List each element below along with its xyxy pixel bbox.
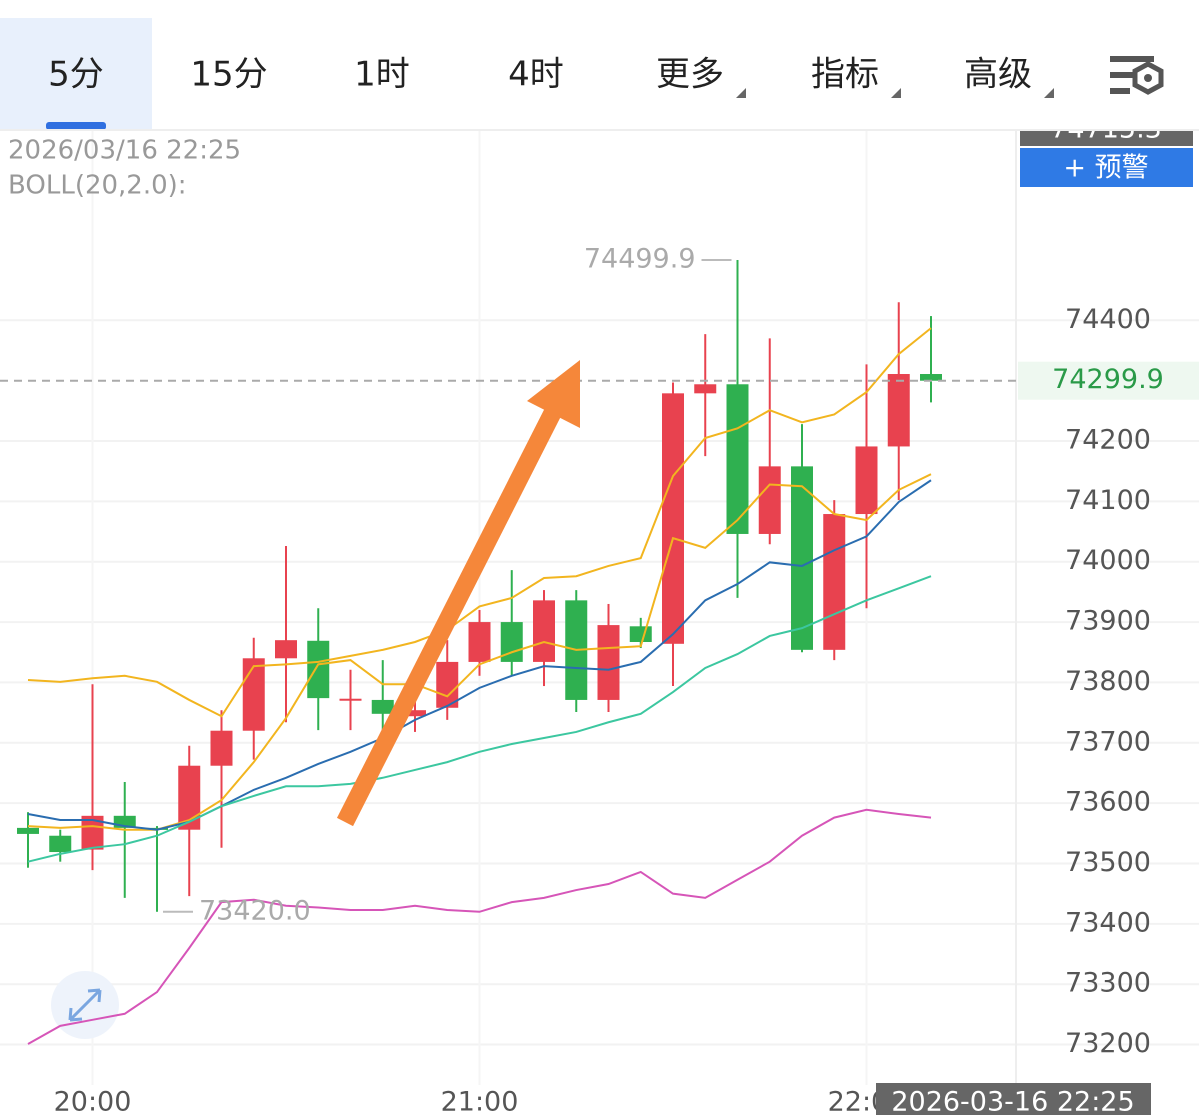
active-tab-indicator: [46, 122, 106, 130]
icon-bar: [1110, 56, 1154, 62]
candle-body: [791, 466, 813, 650]
header: 5分 15分 1时 4时 更多 指标 高级: [0, 0, 1199, 131]
candle-body: [436, 661, 459, 708]
y-tick-label: 73700: [1065, 726, 1151, 757]
candle-body: [242, 658, 265, 731]
indicator-line: [27, 327, 932, 718]
crosshair-time-box: [876, 1083, 1151, 1115]
candle-body: [920, 374, 942, 381]
active-tab-bg: [0, 18, 152, 130]
y-tick-label: 74400: [1065, 304, 1151, 335]
alert-button-label: + 预警: [1063, 153, 1148, 184]
candle-body: [533, 600, 555, 662]
annotation-arrow: [336, 360, 580, 827]
y-tick-label: 74200: [1065, 425, 1151, 456]
expand-icon: [68, 988, 102, 1022]
candle-body: [17, 827, 39, 834]
y-tick-label: 73500: [1065, 847, 1151, 878]
tab-label[interactable]: 高级: [964, 55, 1032, 95]
candle-body: [887, 374, 910, 447]
current-price-box: [1018, 361, 1199, 400]
low-label: 73420.0: [199, 895, 311, 926]
candle-body: [404, 710, 426, 717]
y-tick-label: 74100: [1065, 485, 1151, 516]
dropdown-caret: [1044, 88, 1054, 98]
tab-label[interactable]: 指标: [811, 55, 879, 95]
tab-label[interactable]: 4时: [508, 55, 564, 95]
tab-label[interactable]: 更多: [656, 55, 724, 95]
candle-body: [210, 730, 233, 766]
indicator-line: [27, 479, 932, 831]
alert-button[interactable]: [1020, 148, 1193, 187]
y-tick-label: 73200: [1065, 1028, 1151, 1059]
candle-body: [500, 622, 523, 662]
tab-label[interactable]: 1时: [354, 55, 410, 95]
candle-body: [597, 625, 620, 700]
y-tick-label: 73600: [1065, 787, 1151, 818]
current-price-label: 74299.9: [1052, 364, 1164, 395]
candle-body: [662, 393, 684, 644]
settings-icon[interactable]: [1110, 56, 1164, 95]
icon-bar: [1110, 72, 1134, 78]
icon-bar: [1110, 88, 1130, 94]
indicator-line: [27, 808, 932, 1045]
tab-label[interactable]: 15分: [190, 55, 267, 95]
x-tick-label: 21:00: [441, 1087, 519, 1115]
candle-body: [178, 765, 201, 830]
candle-body: [855, 446, 878, 515]
candle-body: [629, 626, 652, 642]
candle-body: [339, 698, 362, 701]
y-tick-label: 73800: [1065, 666, 1151, 697]
tab-label[interactable]: 5分: [48, 55, 104, 95]
arrow-shaft: [336, 407, 562, 827]
candle-body: [694, 384, 717, 394]
candle-body: [49, 835, 72, 853]
y-tick-label: 73400: [1065, 907, 1151, 938]
crosshair-time-label: 2026-03-16 22:25: [891, 1087, 1134, 1115]
candle-body: [81, 815, 104, 850]
candle-body: [468, 622, 491, 662]
arrow-head: [527, 360, 580, 428]
high-label: 74499.9: [584, 244, 696, 275]
tab-bar: 5分 15分 1时 4时 更多 指标 高级: [48, 55, 1054, 98]
dropdown-caret: [736, 88, 746, 98]
y-tick-label: 74000: [1065, 545, 1151, 576]
candle-body: [307, 640, 330, 699]
x-tick-label: 20:00: [54, 1087, 132, 1115]
y-tick-label: 73900: [1065, 606, 1151, 637]
candle-body: [275, 640, 297, 659]
dropdown-caret: [891, 88, 901, 98]
candle-body: [758, 466, 781, 534]
indicator-line: [27, 473, 932, 831]
icon-gear: [1132, 61, 1164, 95]
indicator-label: BOLL(20,2.0):: [8, 171, 187, 201]
datetime: 2026/03/16 22:25: [8, 136, 241, 166]
icon-gear-center: [1144, 74, 1152, 82]
candle-body: [823, 514, 846, 650]
header-bg: [0, 0, 1199, 130]
plot-area: 74715.3732007330073400735007360073700738…: [0, 108, 1199, 1115]
candle-body: [726, 384, 749, 534]
indicator-line: [27, 575, 932, 863]
y-tick-label: 73300: [1065, 968, 1151, 999]
candle-body: [371, 699, 394, 714]
